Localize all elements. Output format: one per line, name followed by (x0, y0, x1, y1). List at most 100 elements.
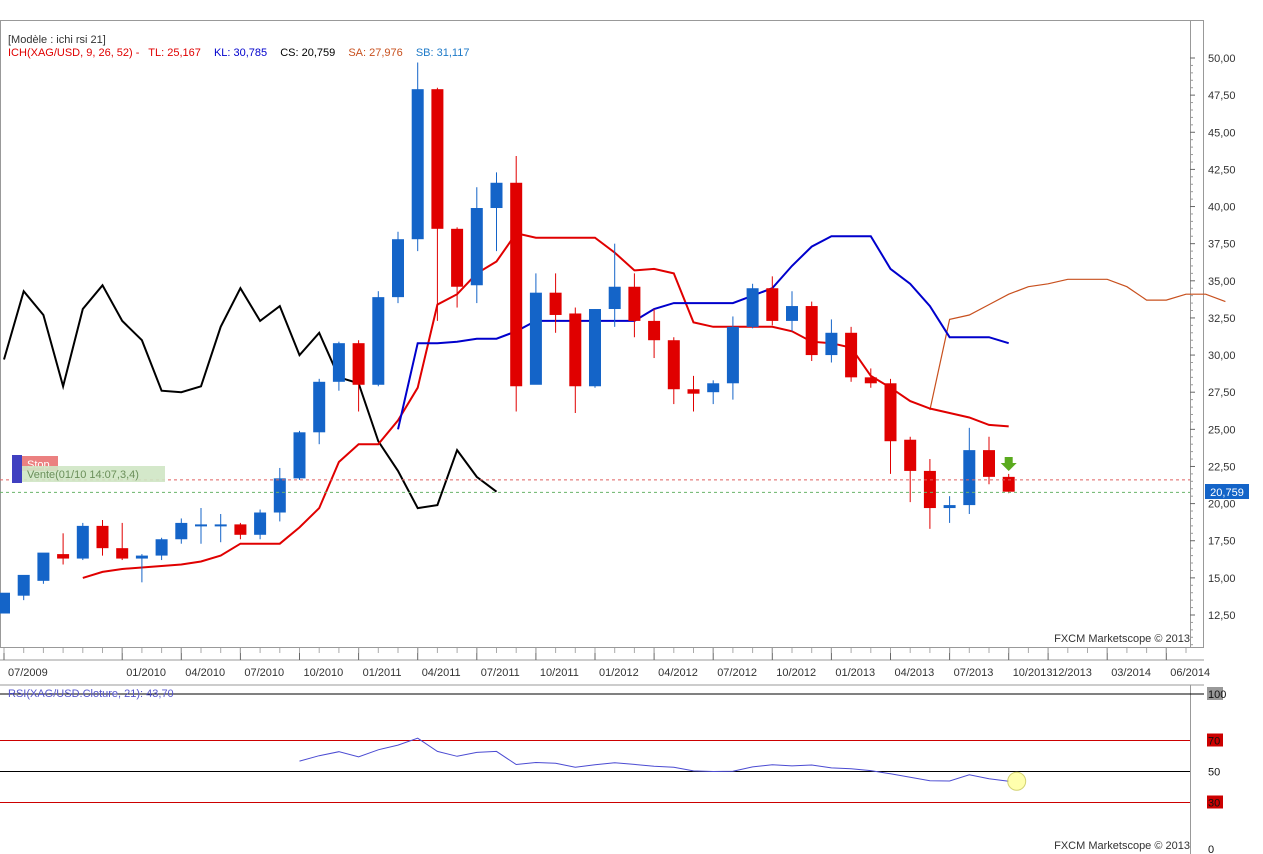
candle-body (963, 450, 976, 506)
time-axis: 07/2009 01/2010 04/2010 07/2010 10/2010 01/20… (0, 648, 1210, 679)
kl-value: KL: 30,785 (214, 47, 267, 59)
candle-body (746, 288, 759, 327)
candle-body (490, 182, 503, 209)
rsi-line (299, 737, 1009, 782)
model-label: [Modèle : ichi rsi 21] (8, 34, 106, 46)
watermark-rsi: FXCM Marketscope © 2013 (1054, 840, 1190, 852)
time-tick-label: 10/2013 (1013, 667, 1053, 679)
candle-body (57, 554, 70, 559)
time-tick-label: 07/2011 (481, 667, 520, 679)
candle-body (648, 320, 661, 341)
sb-value: SB: 31,117 (416, 47, 470, 59)
ichimoku-label: ICH(XAG/USD, 9, 26, 52) - TL: 25,167 KL:… (8, 47, 469, 59)
senkou-a-line (929, 278, 1226, 411)
senkou-span-a (929, 278, 1226, 411)
time-tick-label: 10/2011 (540, 667, 579, 679)
ichimoku-lines (3, 232, 1009, 579)
price-tick-label: 27,50 (1208, 387, 1236, 399)
ich-name: ICH(XAG/USD, 9, 26, 52) - (8, 47, 140, 59)
price-tick-label: 32,50 (1208, 313, 1236, 325)
candle-body (569, 313, 582, 387)
time-tick-label: 04/2011 (422, 667, 461, 679)
candle-body (943, 505, 956, 509)
candle-body (17, 574, 30, 596)
time-tick-label: 07/2012 (717, 667, 757, 679)
candle-body (135, 555, 148, 559)
price-tick-label: 15,00 (1208, 573, 1236, 585)
time-tick-label: 12/2013 (1052, 667, 1092, 679)
candle-body (76, 525, 89, 559)
candle-body (332, 343, 345, 382)
candles (0, 62, 1015, 614)
candle-body (608, 286, 621, 310)
kijun-sen-line (397, 235, 1009, 430)
rsi-label: RSI(XAG/USD.Cloture, 21): 43,70 (8, 688, 174, 700)
candle-body (234, 524, 247, 535)
candle-body (392, 239, 404, 298)
price-tick-label: 47,50 (1208, 90, 1236, 102)
time-tick-label: 01/2010 (126, 667, 166, 679)
candle-body (805, 306, 818, 356)
candle-body (273, 478, 286, 513)
time-tick-label: 10/2012 (776, 667, 816, 679)
main-grid (0, 20, 1204, 648)
rsi-tick-box (1207, 733, 1223, 747)
order-label: Vente(01/10 14:07,3,4) (27, 469, 139, 481)
price-tick-label: 22,50 (1208, 461, 1236, 473)
time-tick-label: 04/2013 (895, 667, 935, 679)
time-tick-label: 01/2011 (363, 667, 402, 679)
price-tick-label: 25,00 (1208, 424, 1236, 436)
candle-body (549, 292, 562, 315)
candle-body (195, 524, 207, 527)
candle-body (451, 228, 464, 287)
candle-body (254, 512, 267, 535)
candle-body (1002, 476, 1015, 492)
watermark-main: FXCM Marketscope © 2013 (1054, 633, 1190, 645)
candle-body (116, 548, 129, 559)
price-tick-label: 50,00 (1208, 53, 1236, 65)
order-box[interactable] (22, 466, 165, 482)
price-tick-label: 40,00 (1208, 202, 1236, 214)
time-tick-label: 04/2010 (185, 667, 225, 679)
price-tick-label: 12,50 (1208, 610, 1236, 622)
time-tick-label: 10/2010 (304, 667, 344, 679)
candle-body (589, 309, 601, 387)
candle-body (175, 522, 188, 540)
price-tick-label: 45,00 (1208, 127, 1236, 139)
sell-arrow-icon (1000, 457, 1017, 471)
candle-body (687, 389, 700, 394)
rsi-tick-label: 50 (1208, 767, 1220, 779)
rsi-tick-label: 100 (1208, 689, 1226, 701)
time-tick-label: 06/2014 (1170, 667, 1210, 679)
candle-body (707, 383, 720, 393)
candle-body (96, 525, 109, 549)
rsi-tick-label: 0 (1208, 844, 1214, 854)
candle-body (726, 326, 739, 384)
candle-body (766, 288, 779, 321)
candle-body (628, 286, 641, 321)
price-tag: 20,759 (1205, 484, 1249, 499)
price-tag-value: 20,759 (1210, 487, 1244, 499)
order-handle[interactable] (12, 455, 22, 483)
candle-body (313, 381, 326, 433)
candle-body (431, 89, 444, 229)
sa-value: SA: 27,976 (348, 47, 402, 59)
chikou-span-line (3, 283, 498, 510)
price-tick-label: 20,00 (1208, 499, 1236, 511)
tl-value: TL: 25,167 (148, 47, 201, 59)
candle-body (923, 470, 936, 509)
price-tick-label: 17,50 (1208, 536, 1236, 548)
order-marker[interactable]: Stop Vente(01/10 14:07,3,4) (12, 455, 165, 483)
rsi-tick-box (1207, 795, 1223, 809)
rsi-tick-label: 70 (1208, 736, 1220, 748)
candle-body (293, 432, 306, 479)
overlay (0, 457, 1190, 493)
candle-body (372, 297, 385, 385)
time-tick-label: 03/2014 (1111, 667, 1151, 679)
main-frame (0, 20, 1204, 648)
candle-body (155, 539, 168, 556)
price-tick-label: 42,50 (1208, 164, 1236, 176)
candle-body (667, 340, 680, 390)
candle-body (0, 592, 10, 614)
rsi-cursor-marker (1007, 771, 1027, 791)
